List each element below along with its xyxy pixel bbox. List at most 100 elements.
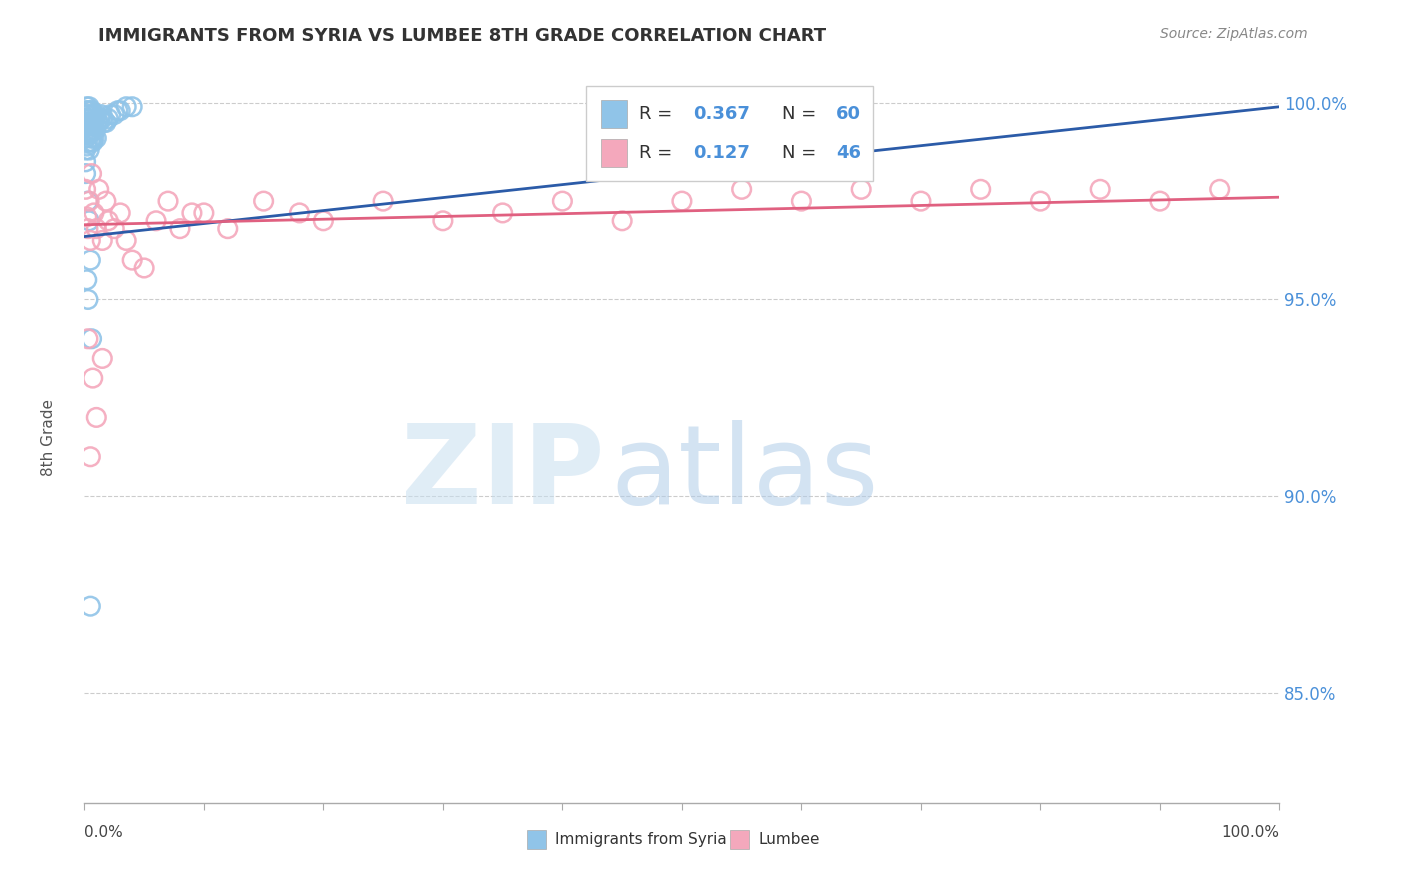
Point — [75, 154, 97, 169]
Point — [312, 214, 335, 228]
Point — [80, 167, 103, 181]
Bar — [600, 139, 627, 167]
Point — [79, 123, 101, 137]
Text: Source: ZipAtlas.com: Source: ZipAtlas.com — [1160, 27, 1308, 41]
Point — [83, 206, 105, 220]
Point — [97, 112, 120, 126]
Point — [90, 107, 112, 121]
Point — [79, 450, 101, 464]
Point — [77, 112, 100, 126]
Point — [551, 194, 574, 208]
Point — [94, 115, 117, 129]
Point — [970, 182, 993, 196]
Point — [77, 128, 100, 142]
Point — [121, 100, 143, 114]
Point — [82, 371, 104, 385]
Point — [432, 214, 454, 228]
Point — [80, 103, 103, 118]
Point — [77, 115, 100, 129]
Point — [91, 112, 114, 126]
Point — [181, 206, 204, 220]
Point — [169, 221, 191, 235]
Point — [80, 332, 103, 346]
Point — [107, 103, 129, 118]
Point — [253, 194, 276, 208]
Point — [157, 194, 180, 208]
Point — [121, 253, 143, 268]
Point — [79, 112, 101, 126]
Point — [373, 194, 395, 208]
Point — [75, 120, 97, 134]
Point — [77, 214, 100, 228]
Point — [77, 194, 100, 208]
Point — [83, 131, 105, 145]
Point — [75, 167, 97, 181]
Point — [1029, 194, 1052, 208]
Point — [87, 115, 110, 129]
Point — [1090, 182, 1112, 196]
Text: atlas: atlas — [610, 420, 879, 527]
Point — [75, 182, 97, 196]
Point — [82, 135, 104, 149]
Point — [94, 194, 117, 208]
Point — [76, 128, 98, 142]
Point — [100, 107, 122, 121]
Point — [79, 234, 101, 248]
Text: R =: R = — [638, 104, 678, 123]
Point — [288, 206, 311, 220]
Text: 100.0%: 100.0% — [1222, 825, 1279, 839]
Point — [77, 107, 100, 121]
Point — [76, 115, 98, 129]
Point — [76, 273, 98, 287]
Point — [84, 123, 107, 137]
Text: 60: 60 — [837, 104, 860, 123]
Point — [77, 194, 100, 208]
Point — [77, 123, 100, 137]
Point — [77, 293, 100, 307]
Text: 0.0%: 0.0% — [84, 825, 124, 839]
Bar — [600, 100, 627, 128]
Point — [84, 112, 107, 126]
Point — [103, 221, 125, 235]
Text: Lumbee: Lumbee — [758, 832, 820, 847]
Point — [77, 332, 100, 346]
Point — [97, 214, 120, 228]
Point — [86, 107, 108, 121]
Point — [75, 112, 97, 126]
Point — [91, 351, 114, 366]
Point — [80, 131, 103, 145]
Text: Immigrants from Syria: Immigrants from Syria — [555, 832, 727, 847]
Text: IMMIGRANTS FROM SYRIA VS LUMBEE 8TH GRADE CORRELATION CHART: IMMIGRANTS FROM SYRIA VS LUMBEE 8TH GRAD… — [98, 27, 827, 45]
Point — [910, 194, 932, 208]
Point — [612, 214, 634, 228]
Point — [75, 131, 97, 145]
Point — [492, 206, 515, 220]
Point — [76, 139, 98, 153]
Text: 0.367: 0.367 — [693, 104, 749, 123]
Point — [145, 214, 167, 228]
Point — [80, 115, 103, 129]
Text: 8th Grade: 8th Grade — [41, 399, 56, 475]
FancyBboxPatch shape — [586, 86, 873, 181]
Point — [76, 107, 98, 121]
Point — [790, 194, 813, 208]
Point — [89, 112, 111, 126]
Point — [75, 103, 97, 118]
Point — [77, 100, 100, 114]
Point — [110, 103, 132, 118]
Text: N =: N = — [782, 145, 823, 162]
Point — [110, 206, 132, 220]
Point — [86, 410, 108, 425]
Point — [83, 107, 105, 121]
Bar — [527, 830, 546, 848]
Text: ZIP: ZIP — [401, 420, 605, 527]
Point — [671, 194, 693, 208]
Point — [86, 221, 108, 235]
Point — [79, 599, 101, 614]
Point — [86, 115, 108, 129]
Point — [115, 234, 138, 248]
Point — [76, 100, 98, 114]
Point — [851, 182, 873, 196]
Point — [132, 260, 156, 275]
Point — [79, 135, 101, 149]
